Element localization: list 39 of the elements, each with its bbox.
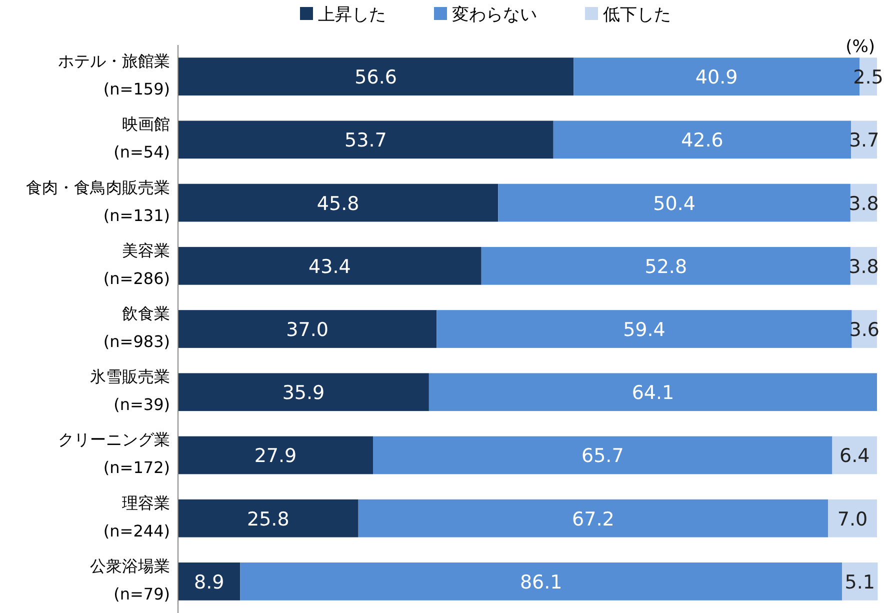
y-tick-label: 映画館 (n=54) [114, 114, 170, 162]
legend-label: 低下した [603, 5, 671, 25]
y-tick-label: 飲食業 (n=983) [103, 304, 170, 351]
data-label: 6.4 [840, 445, 870, 468]
data-label: 50.4 [653, 192, 696, 215]
y-tick-label: 氷雪販売業 (n=39) [90, 367, 170, 414]
data-label: 3.8 [848, 256, 879, 278]
data-label: 35.9 [282, 382, 325, 404]
y-tick-label: クリーニング業 (n=172) [58, 430, 170, 478]
y-tick-label: 美容業 (n=286) [103, 240, 170, 288]
legend-label: 変わらない [452, 5, 537, 25]
data-label: 86.1 [520, 571, 562, 594]
y-tick-label: ホテル・旅館業 (n=159) [58, 52, 170, 99]
data-label: 52.8 [644, 256, 688, 278]
annotation: (%) [846, 37, 875, 57]
data-label: 37.0 [286, 319, 328, 341]
data-label: 2.5 [853, 66, 884, 89]
data-label: 67.2 [572, 508, 614, 530]
data-label: 40.9 [695, 66, 738, 89]
data-label: 42.6 [681, 130, 724, 152]
data-label: 64.1 [632, 382, 674, 404]
data-label: 27.9 [254, 445, 297, 468]
data-label: 65.7 [581, 445, 624, 468]
y-tick-label: 食肉・食鳥肉販売業 (n=131) [26, 178, 170, 225]
data-label: 59.4 [623, 319, 666, 341]
data-label: 7.0 [837, 508, 868, 530]
data-label: 45.8 [316, 192, 360, 215]
data-label: 3.6 [849, 319, 880, 341]
data-label: 53.7 [344, 130, 387, 152]
data-label: 3.7 [848, 130, 880, 152]
data-label: 3.8 [848, 192, 879, 215]
data-label: 56.6 [354, 66, 397, 89]
legend-label: 上昇した [318, 5, 386, 25]
y-tick-label: 理容業 (n=244) [103, 493, 170, 540]
data-label: 5.1 [844, 571, 875, 594]
data-label: 25.8 [247, 508, 290, 530]
data-label: 43.4 [308, 256, 351, 278]
data-label: 8.9 [194, 571, 224, 594]
y-tick-label: 公衆浴場業 (n=79) [90, 556, 170, 604]
